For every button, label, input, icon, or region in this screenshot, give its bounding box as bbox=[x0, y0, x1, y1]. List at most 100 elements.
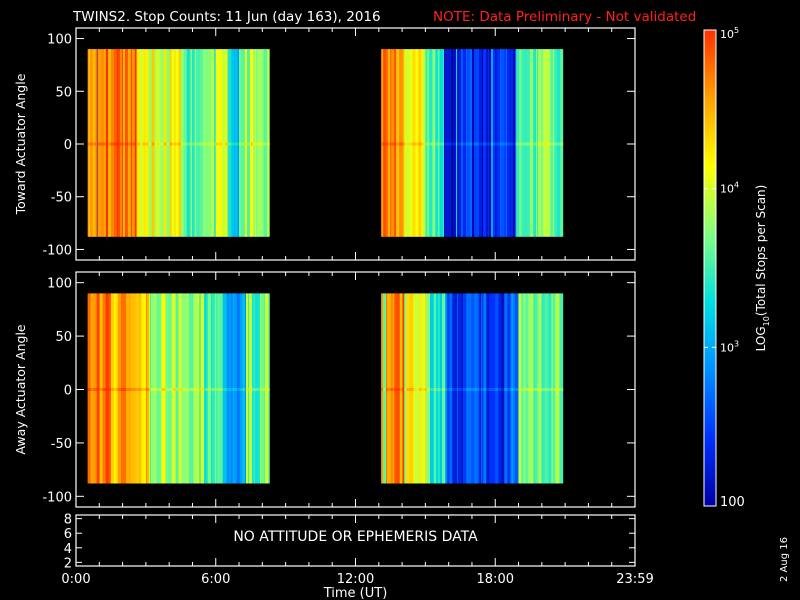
zero-angle-stripe bbox=[90, 388, 94, 391]
zero-angle-stripe bbox=[489, 388, 491, 391]
zero-angle-stripe bbox=[453, 142, 457, 146]
zero-angle-stripe bbox=[244, 142, 246, 146]
zero-angle-stripe bbox=[555, 388, 559, 391]
zero-angle-stripe bbox=[250, 142, 252, 146]
zero-angle-stripe bbox=[511, 142, 514, 146]
zero-angle-stripe bbox=[149, 388, 151, 391]
zero-angle-stripe bbox=[95, 142, 97, 146]
zero-angle-stripe bbox=[154, 388, 157, 391]
zero-angle-stripe bbox=[199, 388, 201, 391]
zero-angle-stripe bbox=[247, 142, 251, 146]
y-tick-label: 4 bbox=[64, 542, 72, 557]
zero-angle-stripe bbox=[390, 142, 392, 146]
colorbar-tick-label: 100 bbox=[720, 495, 745, 510]
zero-angle-stripe bbox=[234, 142, 236, 146]
zero-angle-stripe bbox=[493, 388, 496, 391]
zero-angle-stripe bbox=[119, 388, 122, 391]
zero-angle-stripe bbox=[156, 388, 160, 391]
zero-angle-stripe bbox=[393, 388, 395, 391]
zero-angle-stripe bbox=[246, 388, 249, 391]
zero-angle-stripe bbox=[507, 142, 511, 146]
zero-angle-stripe bbox=[501, 388, 505, 391]
zero-angle-stripe bbox=[196, 388, 198, 391]
x-tick-label: 23:59 bbox=[616, 572, 653, 587]
zero-angle-stripe bbox=[419, 388, 422, 391]
zero-angle-stripe bbox=[394, 388, 397, 391]
zero-angle-stripe bbox=[515, 388, 517, 391]
zero-angle-stripe bbox=[489, 142, 492, 146]
zero-angle-stripe bbox=[197, 142, 201, 146]
zero-angle-stripe bbox=[150, 388, 154, 391]
zero-angle-stripe bbox=[404, 142, 406, 146]
zero-angle-stripe bbox=[461, 388, 464, 391]
zero-angle-stripe bbox=[399, 142, 403, 146]
zero-angle-stripe bbox=[253, 142, 256, 146]
colorbar-tick-label: 104 bbox=[720, 181, 739, 196]
zero-angle-stripe bbox=[427, 142, 429, 146]
zero-angle-stripe bbox=[145, 388, 148, 391]
zero-angle-stripe bbox=[536, 142, 538, 146]
zero-angle-stripe bbox=[446, 388, 448, 391]
zero-angle-stripe bbox=[251, 142, 254, 146]
zero-angle-stripe bbox=[513, 388, 516, 391]
zero-angle-stripe bbox=[526, 142, 530, 146]
zero-angle-stripe bbox=[438, 388, 441, 391]
zero-angle-stripe bbox=[550, 142, 554, 146]
zero-angle-stripe bbox=[108, 388, 112, 391]
zero-angle-stripe bbox=[223, 388, 228, 391]
zero-angle-stripe bbox=[439, 142, 442, 146]
zero-angle-stripe bbox=[154, 142, 157, 146]
zero-angle-stripe bbox=[495, 142, 497, 146]
x-tick-label: 6:00 bbox=[201, 572, 230, 587]
colorbar-label: LOG10(Total Stops per Scan) bbox=[754, 185, 771, 352]
zero-angle-stripe bbox=[98, 142, 102, 146]
zero-angle-stripe bbox=[221, 142, 226, 146]
zero-angle-stripe bbox=[172, 388, 176, 391]
zero-angle-stripe bbox=[151, 142, 155, 146]
zero-angle-stripe bbox=[218, 142, 221, 146]
zero-angle-stripe bbox=[394, 142, 397, 146]
zero-angle-stripe bbox=[183, 142, 188, 146]
zero-angle-stripe bbox=[534, 388, 536, 391]
zero-angle-stripe bbox=[459, 388, 462, 391]
zero-angle-stripe bbox=[562, 388, 564, 391]
y-tick-label: 8 bbox=[64, 513, 72, 528]
zero-angle-stripe bbox=[139, 142, 141, 146]
zero-angle-stripe bbox=[190, 142, 193, 146]
zero-angle-stripe bbox=[530, 142, 534, 146]
zero-angle-stripe bbox=[99, 388, 103, 391]
zero-angle-stripe bbox=[440, 388, 443, 391]
zero-angle-stripe bbox=[163, 142, 167, 146]
zero-angle-stripe bbox=[248, 388, 250, 391]
zero-angle-stripe bbox=[168, 388, 172, 391]
zero-angle-stripe bbox=[455, 388, 458, 391]
zero-angle-stripe bbox=[399, 388, 401, 391]
zero-angle-stripe bbox=[126, 388, 131, 391]
zero-angle-stripe bbox=[522, 388, 524, 391]
zero-angle-stripe bbox=[169, 142, 172, 146]
zero-angle-stripe bbox=[204, 388, 207, 391]
zero-angle-stripe bbox=[463, 388, 465, 391]
zero-angle-stripe bbox=[215, 388, 217, 391]
zero-angle-stripe bbox=[538, 142, 540, 146]
zero-angle-stripe bbox=[421, 388, 423, 391]
zero-angle-stripe bbox=[442, 388, 446, 391]
zero-angle-stripe bbox=[413, 388, 415, 391]
zero-angle-stripe bbox=[255, 388, 258, 391]
zero-angle-stripe bbox=[212, 388, 216, 391]
zero-angle-stripe bbox=[552, 388, 556, 391]
zero-angle-stripe bbox=[400, 388, 403, 391]
zero-angle-stripe bbox=[191, 388, 194, 391]
zero-angle-stripe bbox=[178, 142, 182, 146]
y-tick-label: -100 bbox=[42, 490, 72, 505]
zero-angle-stripe bbox=[418, 142, 422, 146]
zero-angle-stripe bbox=[203, 388, 205, 391]
zero-angle-stripe bbox=[513, 142, 516, 146]
zero-angle-stripe bbox=[412, 142, 416, 146]
zero-angle-stripe bbox=[421, 142, 423, 146]
zero-angle-stripe bbox=[541, 142, 544, 146]
zero-angle-stripe bbox=[444, 142, 446, 146]
zero-angle-stripe bbox=[441, 142, 444, 146]
zero-angle-stripe bbox=[89, 142, 93, 146]
